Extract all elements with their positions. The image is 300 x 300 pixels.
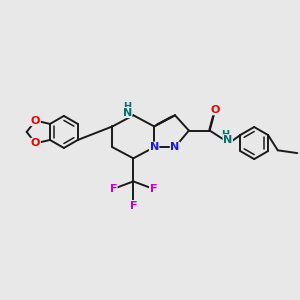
Text: F: F xyxy=(130,201,137,211)
Text: O: O xyxy=(31,116,40,126)
Text: H: H xyxy=(221,130,229,140)
Text: O: O xyxy=(211,105,220,115)
Text: N: N xyxy=(149,142,159,152)
Text: N: N xyxy=(223,135,232,145)
Text: F: F xyxy=(110,184,117,194)
Text: N: N xyxy=(170,142,180,152)
Text: H: H xyxy=(123,103,131,112)
Text: N: N xyxy=(123,107,132,118)
Text: O: O xyxy=(31,138,40,148)
Text: F: F xyxy=(150,184,157,194)
